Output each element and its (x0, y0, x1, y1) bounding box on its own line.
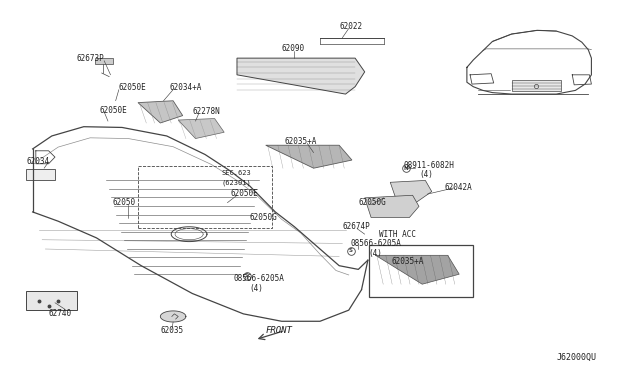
Polygon shape (161, 311, 186, 322)
Text: FRONT: FRONT (266, 326, 292, 335)
Text: 62050G: 62050G (358, 198, 386, 207)
Text: 62034+A: 62034+A (170, 83, 202, 92)
Text: 62050E: 62050E (119, 83, 147, 92)
Text: 08911-6082H: 08911-6082H (403, 161, 454, 170)
Text: 62674P: 62674P (342, 222, 370, 231)
Text: S: S (349, 248, 353, 253)
Polygon shape (266, 145, 352, 168)
Text: 62673P: 62673P (76, 54, 104, 62)
Text: 62035+A: 62035+A (392, 257, 424, 266)
Text: 62050E: 62050E (230, 189, 259, 198)
Text: SEC.623: SEC.623 (221, 170, 251, 176)
Text: (4): (4) (368, 249, 382, 258)
Text: 62035+A: 62035+A (285, 137, 317, 146)
Text: S: S (244, 273, 248, 278)
Text: J62000QU: J62000QU (556, 353, 596, 362)
Polygon shape (237, 58, 365, 94)
Polygon shape (138, 101, 182, 123)
Text: (4): (4) (250, 284, 264, 293)
Text: 08566-6205A: 08566-6205A (234, 274, 285, 283)
Polygon shape (390, 180, 432, 203)
Text: 62050E: 62050E (100, 106, 127, 115)
Text: 62035: 62035 (161, 326, 184, 335)
Text: WITH ACC: WITH ACC (379, 230, 416, 239)
Text: 62278N: 62278N (192, 108, 220, 116)
Bar (26, 169, 55, 180)
Polygon shape (376, 255, 460, 284)
Bar (138, 166, 272, 228)
Text: 62050: 62050 (113, 198, 136, 207)
Polygon shape (365, 195, 419, 218)
Text: (62301): (62301) (221, 179, 251, 186)
Bar (511, 80, 561, 92)
Bar (26, 291, 77, 310)
Text: 62090: 62090 (282, 44, 305, 53)
Text: (4): (4) (419, 170, 433, 179)
Text: N: N (404, 166, 408, 171)
Text: 62050G: 62050G (250, 213, 278, 222)
Text: 62034: 62034 (26, 157, 49, 166)
Bar (369, 244, 472, 297)
Bar (95, 58, 113, 64)
Text: 62740: 62740 (49, 310, 72, 318)
Text: 08566-6205A: 08566-6205A (351, 239, 401, 248)
Text: 62022: 62022 (339, 22, 362, 31)
Polygon shape (178, 119, 224, 138)
Text: 62042A: 62042A (445, 183, 472, 192)
